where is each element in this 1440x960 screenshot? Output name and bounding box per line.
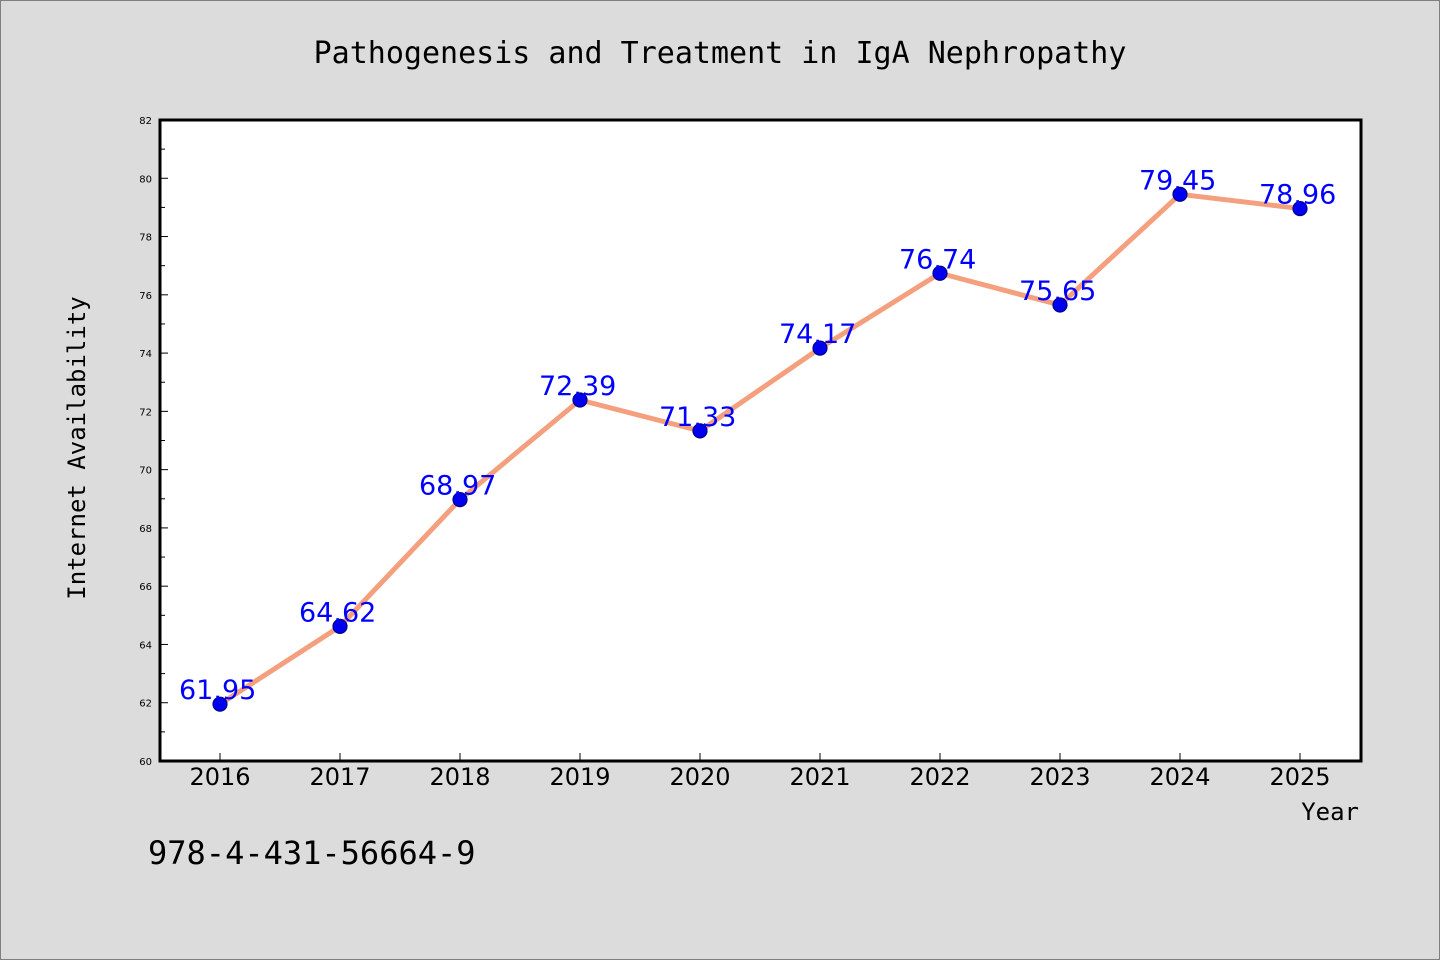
y-tick-label: 78 (139, 233, 152, 244)
y-tick-label: 72 (139, 407, 152, 418)
chart-title: Pathogenesis and Treatment in IgA Nephro… (314, 36, 1127, 71)
y-tick-label: 62 (139, 699, 152, 710)
data-point (1052, 297, 1068, 313)
data-label: 79.45 (1139, 165, 1216, 196)
y-tick-label: 76 (139, 291, 152, 302)
data-point (1292, 200, 1308, 217)
data-labels: 61.95 64.62 68.97 72.39 71.33 74.17 76.74 75.65… (179, 165, 1336, 706)
x-tick-label: 2020 (669, 763, 730, 791)
data-label: 75.65 (1019, 276, 1096, 307)
y-tick-label: 64 (139, 640, 152, 651)
data-label: 71.33 (659, 402, 736, 433)
x-tick-label: 2023 (1029, 763, 1090, 791)
data-label: 76.74 (899, 244, 976, 275)
y-tick-label: 70 (139, 466, 152, 477)
isbn-annotation: 978-4-431-56664-9 (148, 834, 476, 872)
y-tick-label: 74 (139, 349, 152, 360)
data-point (1172, 186, 1188, 202)
data-label: 64.62 (299, 597, 376, 628)
y-tick-label: 68 (139, 524, 152, 535)
y-tick-label: 60 (139, 757, 152, 768)
data-label: 72.39 (539, 371, 616, 402)
x-tick-label: 2019 (549, 763, 610, 791)
data-label: 68.97 (419, 471, 496, 502)
x-tick-label: 2018 (429, 763, 490, 791)
series-line (217, 191, 1303, 707)
data-point (212, 696, 228, 712)
y-tick-label: 82 (139, 116, 152, 127)
series-markers (212, 186, 1308, 712)
data-point (332, 618, 348, 634)
data-point (932, 265, 948, 281)
x-tick-label: 2025 (1269, 763, 1330, 791)
data-point (692, 423, 708, 439)
data-point (572, 392, 588, 408)
x-axis-label: Year (1301, 798, 1359, 826)
y-axis: 60 62 64 66 68 70 72 74 76 78 80 82 (139, 116, 168, 768)
data-point (452, 492, 468, 508)
data-label: 78.96 (1259, 180, 1336, 211)
y-tick-label: 80 (139, 174, 152, 185)
data-label: 74.17 (779, 319, 856, 350)
x-tick-label: 2017 (309, 763, 370, 791)
x-tick-label: 2016 (189, 763, 250, 791)
data-point (812, 340, 828, 356)
y-tick-label: 66 (139, 582, 152, 593)
x-tick-label: 2022 (909, 763, 970, 791)
y-axis-label: Internet Availability (63, 296, 91, 599)
x-tick-label: 2021 (789, 763, 850, 791)
plot-area (158, 118, 1363, 763)
data-label: 61.95 (179, 675, 256, 706)
x-axis: 2016 2017 2018 2019 2020 2021 2022 2023 2024 2025 (189, 753, 1331, 791)
x-tick-label: 2024 (1149, 763, 1210, 791)
